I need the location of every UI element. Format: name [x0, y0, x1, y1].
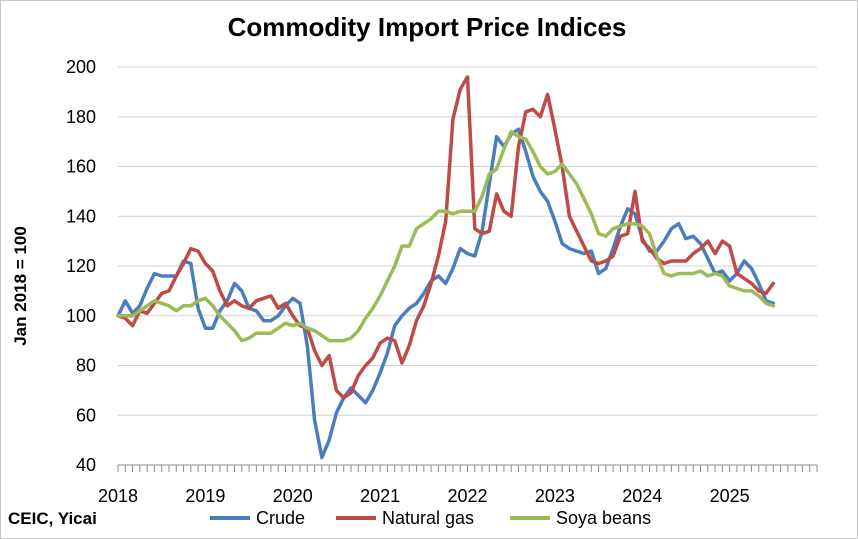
legend: Crude Natural gas Soya beans — [210, 508, 651, 528]
y-tick-label: 40 — [76, 455, 96, 475]
chart-title: Commodity Import Price Indices — [228, 12, 627, 42]
x-axis: 2018 2019 2020 2021 2022 2023 2024 2025 — [98, 464, 818, 506]
x-tick-label: 2020 — [273, 486, 313, 506]
x-tick-label: 2018 — [98, 486, 138, 506]
legend-label-soya-beans: Soya beans — [556, 508, 651, 528]
series-line-natural-gas — [116, 75, 776, 400]
y-axis-label: Jan 2018 = 100 — [11, 226, 30, 346]
x-tick-label: 2021 — [360, 486, 400, 506]
gridlines — [118, 66, 817, 416]
source-note: CEIC, Yicai — [8, 509, 97, 528]
y-tick-label: 180 — [66, 107, 96, 127]
series-line-soya-beans — [116, 129, 776, 343]
y-tick-label: 100 — [66, 306, 96, 326]
series-line-crude — [116, 127, 776, 460]
legend-label-natural-gas: Natural gas — [382, 508, 474, 528]
x-tick-label: 2024 — [622, 486, 662, 506]
x-tick-label: 2019 — [185, 486, 225, 506]
y-axis-ticks: 40 60 80 100 120 140 160 180 200 — [66, 57, 96, 475]
legend-label-crude: Crude — [256, 508, 305, 528]
y-tick-label: 160 — [66, 157, 96, 177]
x-tick-label: 2023 — [535, 486, 575, 506]
y-tick-label: 120 — [66, 256, 96, 276]
x-tick-label: 2022 — [447, 486, 487, 506]
y-tick-label: 140 — [66, 206, 96, 226]
y-tick-label: 60 — [76, 405, 96, 425]
series-lines — [116, 75, 776, 460]
y-tick-label: 200 — [66, 57, 96, 77]
x-tick-label: 2025 — [710, 486, 750, 506]
y-tick-label: 80 — [76, 356, 96, 376]
